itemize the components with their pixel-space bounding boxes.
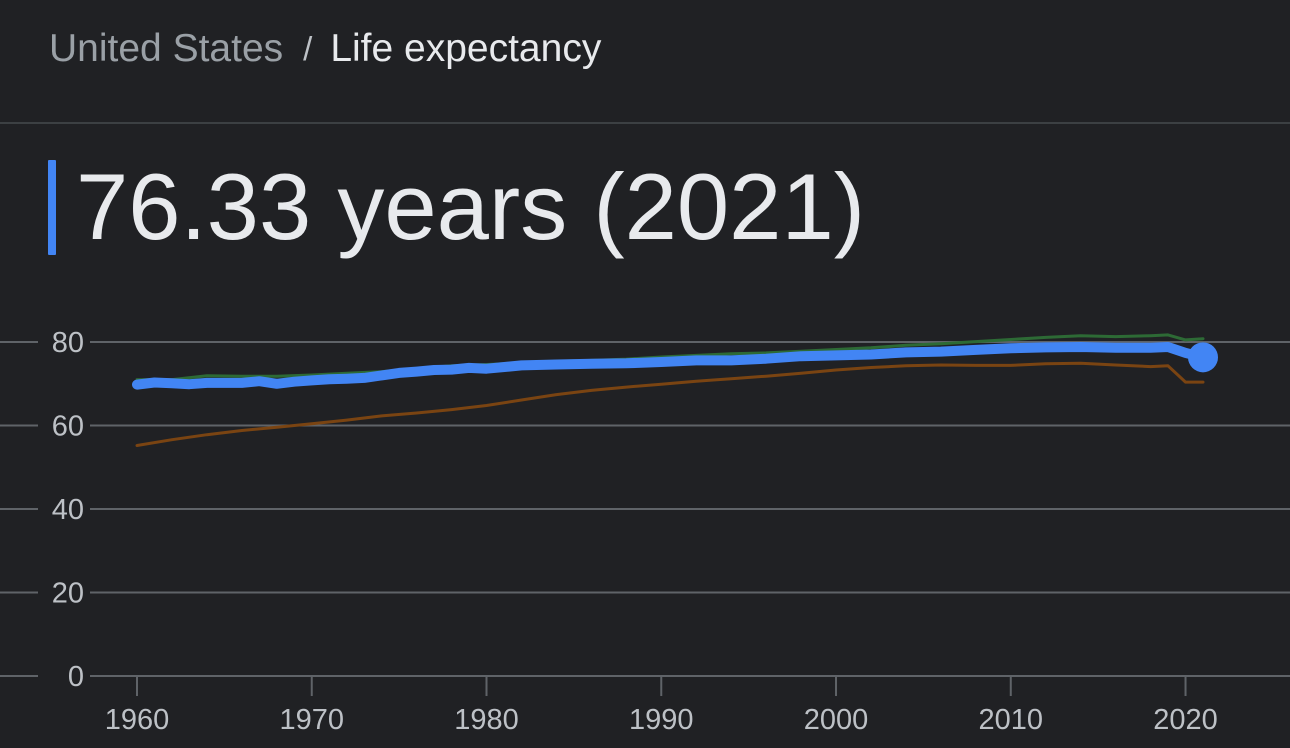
breadcrumb-current: Life expectancy [330, 27, 602, 70]
series-lines [132, 333, 1208, 447]
grid-lines [0, 341, 1290, 696]
x-tick-labels: 1960 1970 1980 1990 2000 2010 2020 [105, 704, 1218, 736]
y-tick-label: 20 [52, 578, 84, 610]
breadcrumb-separator: / [303, 30, 313, 67]
highlight-point-marker[interactable] [1188, 342, 1218, 373]
x-tick-label: 1970 [279, 704, 344, 736]
series-line-2 [132, 342, 1208, 390]
x-tick-label: 1980 [454, 704, 519, 736]
x-tick-label: 1960 [105, 704, 170, 736]
header-divider [0, 122, 1290, 124]
x-tick-label: 2020 [1153, 704, 1218, 736]
series-line-1 [135, 361, 1205, 447]
highlight-markers [1188, 342, 1218, 373]
y-tick-label: 0 [68, 661, 84, 693]
breadcrumb: United States / Life expectancy [49, 24, 601, 74]
headline: 76.33 years (2021) [48, 152, 865, 262]
y-tick-label: 80 [52, 327, 84, 359]
series-accent-bar [48, 159, 56, 255]
y-tick-label: 40 [52, 494, 84, 526]
x-tick-label: 2010 [979, 704, 1044, 736]
y-tick-label: 60 [52, 411, 84, 443]
breadcrumb-parent-link[interactable]: United States [49, 27, 284, 70]
headline-value: 76.33 years (2021) [76, 154, 866, 259]
x-tick-label: 1990 [629, 704, 694, 736]
x-tick-label: 2000 [804, 704, 869, 736]
y-tick-labels: 0 20 40 60 80 [52, 327, 84, 693]
